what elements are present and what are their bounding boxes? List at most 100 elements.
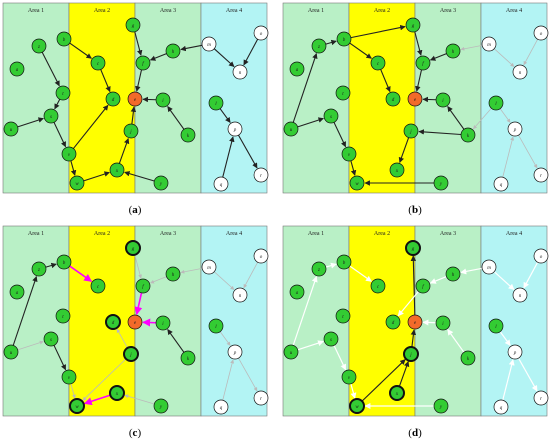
node <box>370 278 386 294</box>
node-label: c <box>97 62 100 67</box>
node-label: p <box>513 351 517 356</box>
node <box>109 162 125 178</box>
edge <box>70 383 76 399</box>
node-label: o <box>260 32 263 37</box>
node <box>289 284 305 300</box>
node-label: z <box>317 45 320 50</box>
edge <box>219 108 231 123</box>
node-label: d <box>112 98 115 103</box>
node <box>253 390 269 406</box>
edge <box>350 160 357 176</box>
edge <box>493 271 515 291</box>
node <box>283 121 299 137</box>
node-label: x <box>395 392 399 397</box>
node-label: u <box>10 128 13 133</box>
area-4-label: Area 4 <box>226 8 242 14</box>
node-label: s <box>50 115 52 120</box>
edge <box>70 160 77 176</box>
edge <box>429 53 447 61</box>
panel-c: Area 1 Area 2 Area 3 Area 4 a b c d e f g h i j k l m n o p… <box>2 225 269 439</box>
area-1-label: Area 1 <box>308 231 324 237</box>
node <box>389 385 405 401</box>
node <box>165 43 181 59</box>
node <box>127 314 143 330</box>
node-label: y <box>159 405 163 410</box>
edge <box>502 136 515 178</box>
node <box>488 95 504 111</box>
node-label: s <box>50 338 52 343</box>
node-label: n <box>519 294 522 299</box>
node-label: b <box>343 261 346 266</box>
node-label: t <box>342 315 344 320</box>
edge <box>116 328 128 349</box>
edge <box>325 262 337 269</box>
edge <box>499 108 511 123</box>
edge <box>180 44 203 52</box>
node-label: q <box>220 406 223 411</box>
node <box>180 350 196 366</box>
node <box>289 61 305 77</box>
node <box>253 25 269 41</box>
node-label: z <box>37 45 40 50</box>
edge <box>333 345 347 371</box>
edge <box>502 359 515 401</box>
node-label: k <box>467 357 470 362</box>
node <box>153 398 169 414</box>
node <box>180 127 196 143</box>
edge <box>410 255 417 316</box>
node <box>201 36 217 52</box>
edge <box>238 357 258 392</box>
edge <box>213 48 235 68</box>
node <box>370 55 386 71</box>
area-1-label: Area 1 <box>28 231 44 237</box>
edge <box>237 134 258 169</box>
edge <box>100 69 111 93</box>
node-label: j <box>129 353 132 358</box>
node-label: a <box>296 68 299 73</box>
node-label: l <box>495 325 497 330</box>
node <box>512 64 528 80</box>
edge <box>54 98 61 110</box>
node-label: n <box>239 294 242 299</box>
panel-caption: (b) <box>408 204 422 216</box>
node <box>123 123 139 139</box>
node-label: r <box>260 397 262 402</box>
node <box>153 175 169 191</box>
edge <box>17 117 44 128</box>
node-label: o <box>540 32 543 37</box>
node <box>415 55 431 71</box>
node <box>433 398 449 414</box>
node <box>336 31 352 47</box>
node-label: h <box>452 273 455 278</box>
area-2-label: Area 2 <box>374 8 390 14</box>
node <box>155 92 171 108</box>
node-label: v <box>348 153 351 158</box>
node-label: q <box>500 183 503 188</box>
node-label: x <box>115 169 119 174</box>
node <box>407 314 423 330</box>
edge <box>292 53 318 123</box>
edge <box>130 106 137 125</box>
edge <box>414 31 423 56</box>
node-label: f <box>422 62 424 67</box>
edge <box>493 48 515 67</box>
edge <box>517 357 538 392</box>
node <box>43 331 59 347</box>
node-label: g <box>412 247 415 252</box>
node-label: d <box>392 98 395 103</box>
node-label: p <box>233 351 237 356</box>
edge <box>398 137 410 163</box>
node <box>9 284 25 300</box>
node <box>55 85 71 101</box>
node-label: c <box>377 62 380 67</box>
edge <box>350 383 357 399</box>
node-label: m <box>207 43 211 48</box>
node <box>435 92 451 108</box>
panel-b: Area 1 Area 2 Area 3 Area 4 a b c d e f g h i j k l m n o p… <box>282 2 549 216</box>
node-label: r <box>260 174 262 179</box>
node <box>403 346 419 362</box>
node <box>507 121 523 137</box>
node <box>460 350 476 366</box>
area-2-region <box>348 2 416 194</box>
